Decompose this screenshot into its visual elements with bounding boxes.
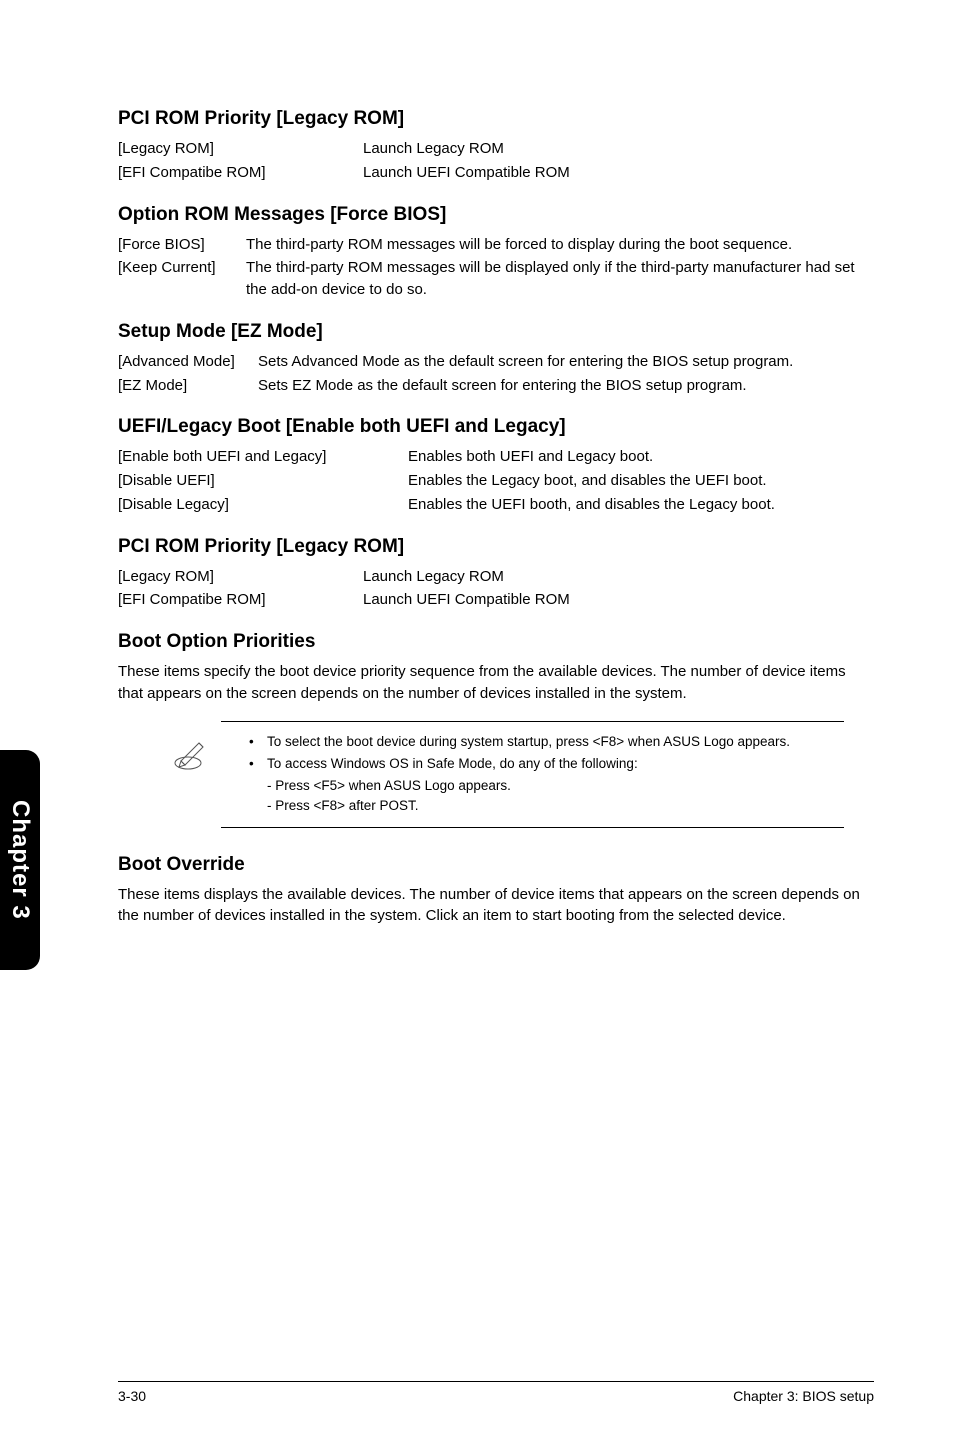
cell-left: [Disable Legacy] xyxy=(118,494,408,516)
row: [EZ Mode] Sets EZ Mode as the default sc… xyxy=(118,375,874,397)
cell-right: Launch Legacy ROM xyxy=(363,138,874,160)
section-title-option-rom: Option ROM Messages [Force BIOS] xyxy=(118,204,874,226)
page-number: 3-30 xyxy=(118,1388,146,1404)
cell-def: Sets Advanced Mode as the default screen… xyxy=(258,351,874,373)
section-title-setup-mode: Setup Mode [EZ Mode] xyxy=(118,321,874,343)
footer-divider xyxy=(118,1381,874,1382)
cell-left: [Legacy ROM] xyxy=(118,138,363,160)
section-title-pci-rom-2: PCI ROM Priority [Legacy ROM] xyxy=(118,536,874,558)
para-boot-option: These items specify the boot device prio… xyxy=(118,661,874,705)
cell-def: Sets EZ Mode as the default screen for e… xyxy=(258,375,874,397)
cell-term: [Keep Current] xyxy=(118,257,246,301)
cell-right: Enables the UEFI booth, and disables the… xyxy=(408,494,874,516)
chapter-tab-label: Chapter 3 xyxy=(6,800,34,920)
row: [Legacy ROM] Launch Legacy ROM xyxy=(118,138,874,160)
cell-left: [Legacy ROM] xyxy=(118,566,363,588)
row: [EFI Compatibe ROM] Launch UEFI Compatib… xyxy=(118,162,874,184)
row: [Enable both UEFI and Legacy] Enables bo… xyxy=(118,446,874,468)
note-text: To select the boot device during system … xyxy=(221,721,844,828)
note-item: To access Windows OS in Safe Mode, do an… xyxy=(249,754,844,774)
section-title-boot-option: Boot Option Priorities xyxy=(118,631,874,653)
cell-left: [EFI Compatibe ROM] xyxy=(118,589,363,611)
cell-term: [EZ Mode] xyxy=(118,375,258,397)
pencil-icon xyxy=(173,721,221,778)
note-item: To select the boot device during system … xyxy=(249,732,844,752)
chapter-label: Chapter 3: BIOS setup xyxy=(733,1388,874,1404)
section-title-uefi-legacy: UEFI/Legacy Boot [Enable both UEFI and L… xyxy=(118,416,874,438)
para-boot-override: These items displays the available devic… xyxy=(118,884,874,928)
cell-def: The third-party ROM messages will be dis… xyxy=(246,257,874,301)
row: [Keep Current] The third-party ROM messa… xyxy=(118,257,874,301)
section-title-pci-rom-1: PCI ROM Priority [Legacy ROM] xyxy=(118,108,874,130)
cell-right: Launch UEFI Compatible ROM xyxy=(363,589,874,611)
cell-right: Launch Legacy ROM xyxy=(363,566,874,588)
row: [Advanced Mode] Sets Advanced Mode as th… xyxy=(118,351,874,373)
cell-left: [EFI Compatibe ROM] xyxy=(118,162,363,184)
section-body-pci-rom-1: [Legacy ROM] Launch Legacy ROM [EFI Comp… xyxy=(118,138,874,184)
cell-left: [Disable UEFI] xyxy=(118,470,408,492)
section-title-boot-override: Boot Override xyxy=(118,854,874,876)
row: [Disable Legacy] Enables the UEFI booth,… xyxy=(118,494,874,516)
chapter-tab: Chapter 3 xyxy=(0,750,40,970)
page-footer: 3-30 Chapter 3: BIOS setup xyxy=(0,1381,954,1404)
section-body-pci-rom-2: [Legacy ROM] Launch Legacy ROM [EFI Comp… xyxy=(118,566,874,612)
row: [EFI Compatibe ROM] Launch UEFI Compatib… xyxy=(118,589,874,611)
cell-right: Enables the Legacy boot, and disables th… xyxy=(408,470,874,492)
cell-term: [Force BIOS] xyxy=(118,234,246,256)
note-block: To select the boot device during system … xyxy=(173,721,874,828)
cell-right: Launch UEFI Compatible ROM xyxy=(363,162,874,184)
row: [Disable UEFI] Enables the Legacy boot, … xyxy=(118,470,874,492)
note-sub: - Press <F8> after POST. xyxy=(249,796,844,816)
section-body-uefi-legacy: [Enable both UEFI and Legacy] Enables bo… xyxy=(118,446,874,515)
main-content: PCI ROM Priority [Legacy ROM] [Legacy RO… xyxy=(0,0,954,927)
row: [Legacy ROM] Launch Legacy ROM xyxy=(118,566,874,588)
section-body-setup-mode: [Advanced Mode] Sets Advanced Mode as th… xyxy=(118,351,874,397)
section-body-option-rom: [Force BIOS] The third-party ROM message… xyxy=(118,234,874,301)
note-sub: - Press <F5> when ASUS Logo appears. xyxy=(249,776,844,796)
cell-term: [Advanced Mode] xyxy=(118,351,258,373)
row: [Force BIOS] The third-party ROM message… xyxy=(118,234,874,256)
cell-def: The third-party ROM messages will be for… xyxy=(246,234,874,256)
cell-left: [Enable both UEFI and Legacy] xyxy=(118,446,408,468)
cell-right: Enables both UEFI and Legacy boot. xyxy=(408,446,874,468)
